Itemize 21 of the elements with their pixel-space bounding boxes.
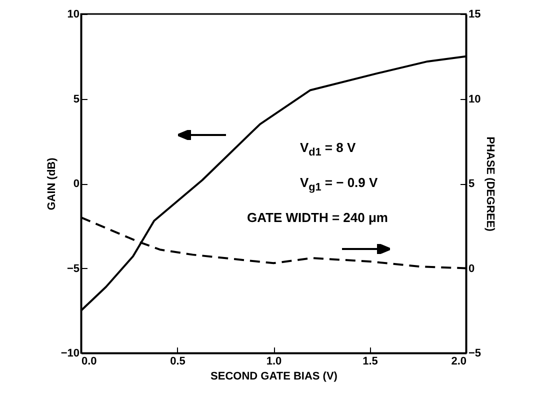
- y-tick-label: −10: [60, 348, 80, 360]
- y-tick-label: 5: [73, 93, 80, 106]
- x-tick-label: 1.5: [362, 356, 378, 368]
- y2-axis-title: PHASE (DEGREE): [484, 136, 496, 232]
- y2-tick-label: 15: [468, 8, 481, 20]
- x-tick-label: 1.0: [266, 356, 282, 368]
- y2-tick-label: 0: [468, 262, 475, 275]
- annotation: V$_{d1}$ = 8 V: [300, 140, 356, 159]
- x-tick-label: 0.5: [170, 356, 186, 368]
- y-tick-label: −5: [66, 262, 80, 275]
- x-tick-label: 0.0: [82, 356, 97, 368]
- annotation: V$_{g1}$ = − 0.9 V: [300, 175, 378, 194]
- y-axis-title: GAIN (dB): [46, 157, 58, 210]
- y-tick-label: 10: [67, 8, 80, 20]
- x-tick-label: 2.0: [451, 356, 466, 368]
- annotation: GATE WIDTH = 240 μm: [247, 210, 388, 225]
- y2-tick-label: 10: [468, 93, 481, 106]
- x-axis-title: SECOND GATE BIAS (V): [210, 370, 338, 382]
- y2-tick-label: 5: [468, 178, 475, 190]
- y2-tick-label: −5: [468, 348, 482, 360]
- y-tick-label: 0: [73, 178, 80, 190]
